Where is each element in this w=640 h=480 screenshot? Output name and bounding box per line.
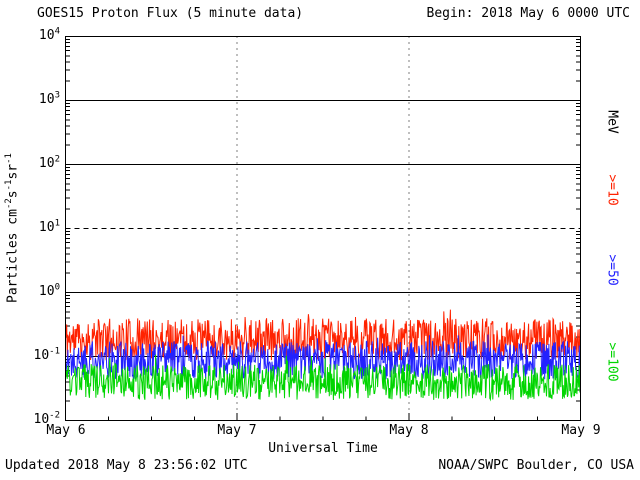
- series-ge100-line: [65, 354, 581, 402]
- y-tick-label: 10-2: [33, 410, 61, 427]
- y-tick-label: 102: [38, 154, 60, 171]
- series-ge10-line: [65, 309, 581, 361]
- x-tick-label: May 7: [217, 423, 257, 438]
- chart-title: GOES15 Proton Flux (5 minute data): [37, 6, 304, 21]
- x-axis-label: Universal Time: [268, 441, 378, 456]
- updated-timestamp: Updated 2018 May 8 23:56:02 UTC: [5, 458, 248, 473]
- x-tick-label: May 8: [389, 423, 429, 438]
- series-ge50-line: [65, 334, 581, 380]
- right-axis-unit-label: MeV: [604, 110, 620, 134]
- source-label: NOAA/SWPC Boulder, CO USA: [438, 458, 634, 473]
- series-label-ge50: >=50: [604, 254, 620, 286]
- y-tick-label: 101: [38, 218, 60, 235]
- x-tick-label: May 9: [561, 423, 601, 438]
- y-tick-label: 104: [38, 26, 60, 43]
- y-tick-label: 103: [38, 90, 60, 107]
- series-label-ge10: >=10: [604, 174, 620, 206]
- x-tick-label: May 6: [46, 423, 86, 438]
- proton-flux-plot: [65, 36, 581, 421]
- begin-time-label: Begin: 2018 May 6 0000 UTC: [426, 6, 631, 21]
- plot-frame: [65, 36, 581, 421]
- y-tick-label: 10-1: [33, 346, 61, 363]
- series-label-ge100: >=100: [604, 342, 620, 382]
- y-tick-label: 100: [38, 282, 60, 299]
